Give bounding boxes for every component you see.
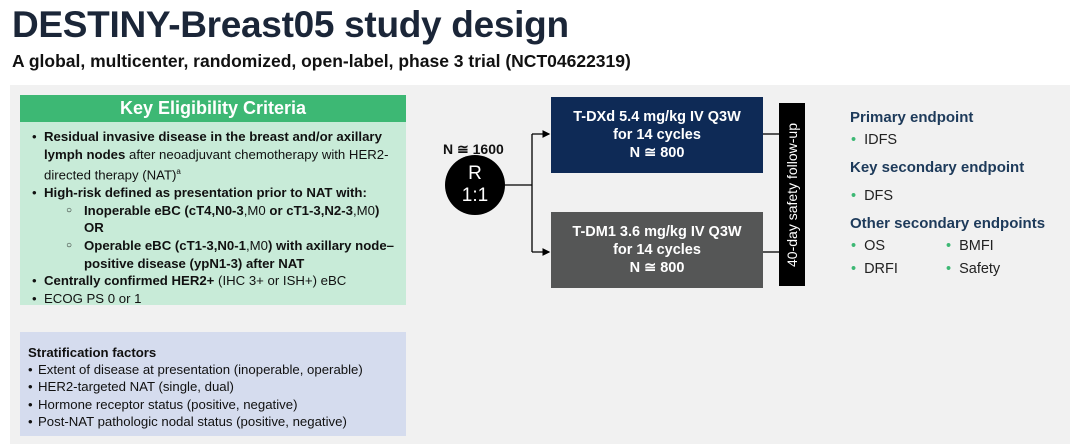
sub-criterion: Inoperable eBC (cT4,N0-3,M0 or cT1-3,N2-… (30, 202, 398, 237)
other-secondary-heading: Other secondary endpoints (850, 215, 1046, 232)
strat-item: Extent of disease at presentation (inope… (28, 361, 398, 378)
criterion: Centrally confirmed HER2+ (IHC 3+ or ISH… (30, 272, 398, 290)
arm-tdm1: T-DM1 3.6 mg/kg IV Q3W for 14 cycles N ≅ 8… (551, 212, 763, 288)
endpoint-item: OS (851, 238, 885, 254)
endpoint-item: DFS (851, 188, 893, 204)
page-subtitle: A global, multicenter, randomized, open-… (12, 51, 631, 71)
eligibility-box: Key Eligibility Criteria Residual invasi… (20, 95, 406, 308)
criterion: Residual invasive disease in the breast … (30, 128, 398, 184)
criterion: ECOG PS 0 or 1 (30, 290, 398, 308)
key-secondary-heading: Key secondary endpoint (850, 159, 1025, 176)
arm-tdxd: T-DXd 5.4 mg/kg IV Q3W for 14 cycles N ≅ 8… (551, 97, 763, 173)
strat-item: HER2-targeted NAT (single, dual) (28, 378, 398, 395)
randomization-circle: R 1:1 (445, 155, 505, 215)
total-n: N ≅ 1600 (443, 141, 504, 157)
endpoint-item: DRFI (851, 261, 898, 277)
endpoint-item: IDFS (851, 132, 897, 148)
primary-endpoint-heading: Primary endpoint (850, 109, 974, 126)
endpoint-item: Safety (946, 261, 1000, 277)
page-title: DESTINY-Breast05 study design (12, 4, 569, 45)
sub-criterion: Operable eBC (cT1-3,N0-1,M0) with axilla… (30, 237, 398, 272)
stratification-header: Stratification factors (28, 345, 157, 360)
eligibility-header: Key Eligibility Criteria (20, 95, 406, 122)
strat-item: Hormone receptor status (positive, negat… (28, 396, 398, 413)
followup-bar: 40-day safety follow-up (779, 103, 805, 286)
stratification-box: Stratification factors Extent of disease… (20, 332, 406, 436)
strat-item: Post-NAT pathologic nodal status (positi… (28, 413, 398, 430)
endpoint-item: BMFI (946, 238, 994, 254)
criterion: High-risk defined as presentation prior … (30, 184, 398, 202)
